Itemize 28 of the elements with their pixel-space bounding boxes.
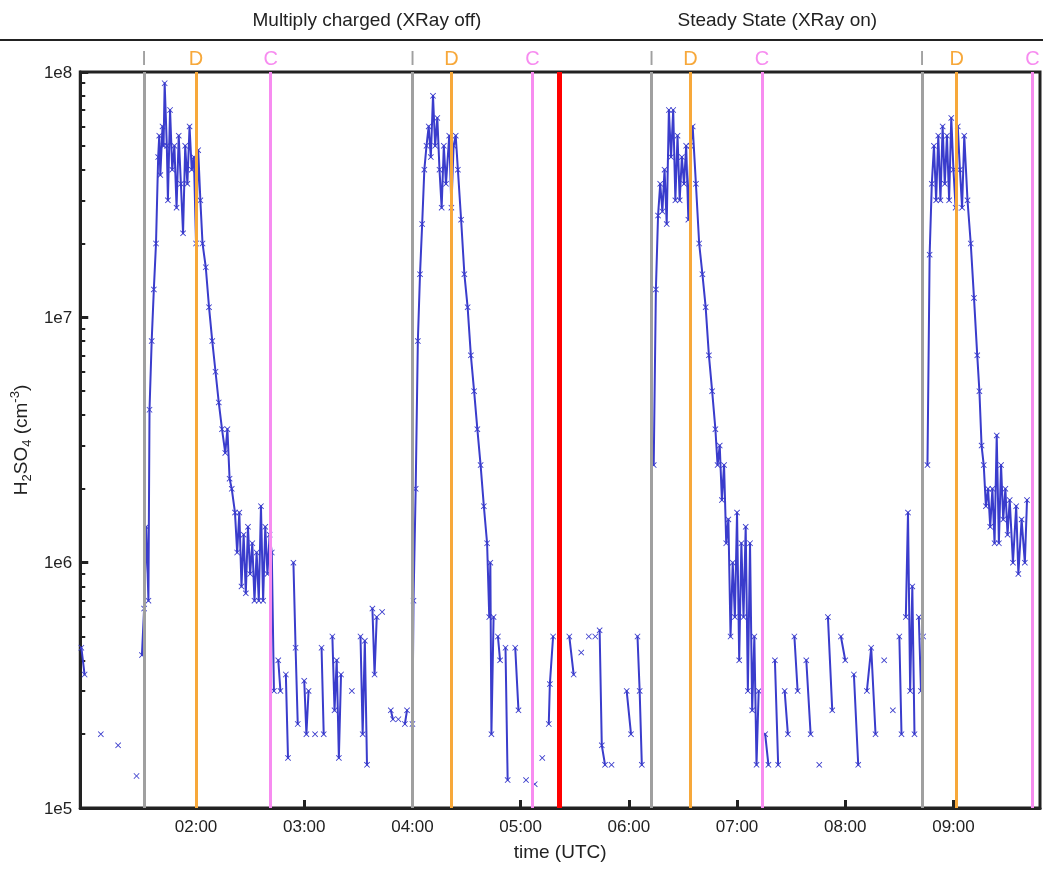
ref-line-label: I: [141, 47, 147, 69]
y-tick-label: 1e6: [43, 553, 73, 573]
ref-line-label: C: [263, 47, 278, 69]
ref-line-label: I: [648, 47, 655, 69]
ref-line-label: C: [754, 47, 770, 69]
y-tick-label: 1e5: [43, 798, 73, 818]
ref-line-label: D: [949, 47, 964, 69]
ref-line-label: D: [188, 47, 204, 69]
y-axis-title: H2SO4 (cm-3): [7, 384, 34, 496]
ref-line-label: C: [525, 47, 540, 69]
text: Multiply charged (XRay off): [252, 9, 482, 30]
x-axis-title: time (UTC): [513, 841, 607, 862]
y-tick-label: 1e7: [43, 307, 73, 327]
x-tick-label: 08:00: [823, 817, 867, 836]
x-tick-label: 05:00: [499, 817, 542, 836]
ref-line-label: D: [683, 47, 698, 69]
ref-line-label: I: [919, 47, 925, 69]
y-tick-label: 1e8: [43, 62, 73, 82]
x-tick-label: 03:00: [282, 817, 326, 836]
ref-line-label: D: [444, 47, 459, 69]
x-tick-label: 06:00: [607, 817, 651, 836]
x-tick-label: 07:00: [715, 817, 759, 836]
x-tick-label: 09:00: [932, 817, 975, 836]
text: Steady State (XRay on): [677, 9, 878, 30]
x-tick-label: 02:00: [174, 817, 218, 836]
x-tick-label: 04:00: [391, 817, 434, 836]
ref-line-label: I: [409, 47, 416, 69]
ref-line-label: C: [1025, 47, 1040, 69]
